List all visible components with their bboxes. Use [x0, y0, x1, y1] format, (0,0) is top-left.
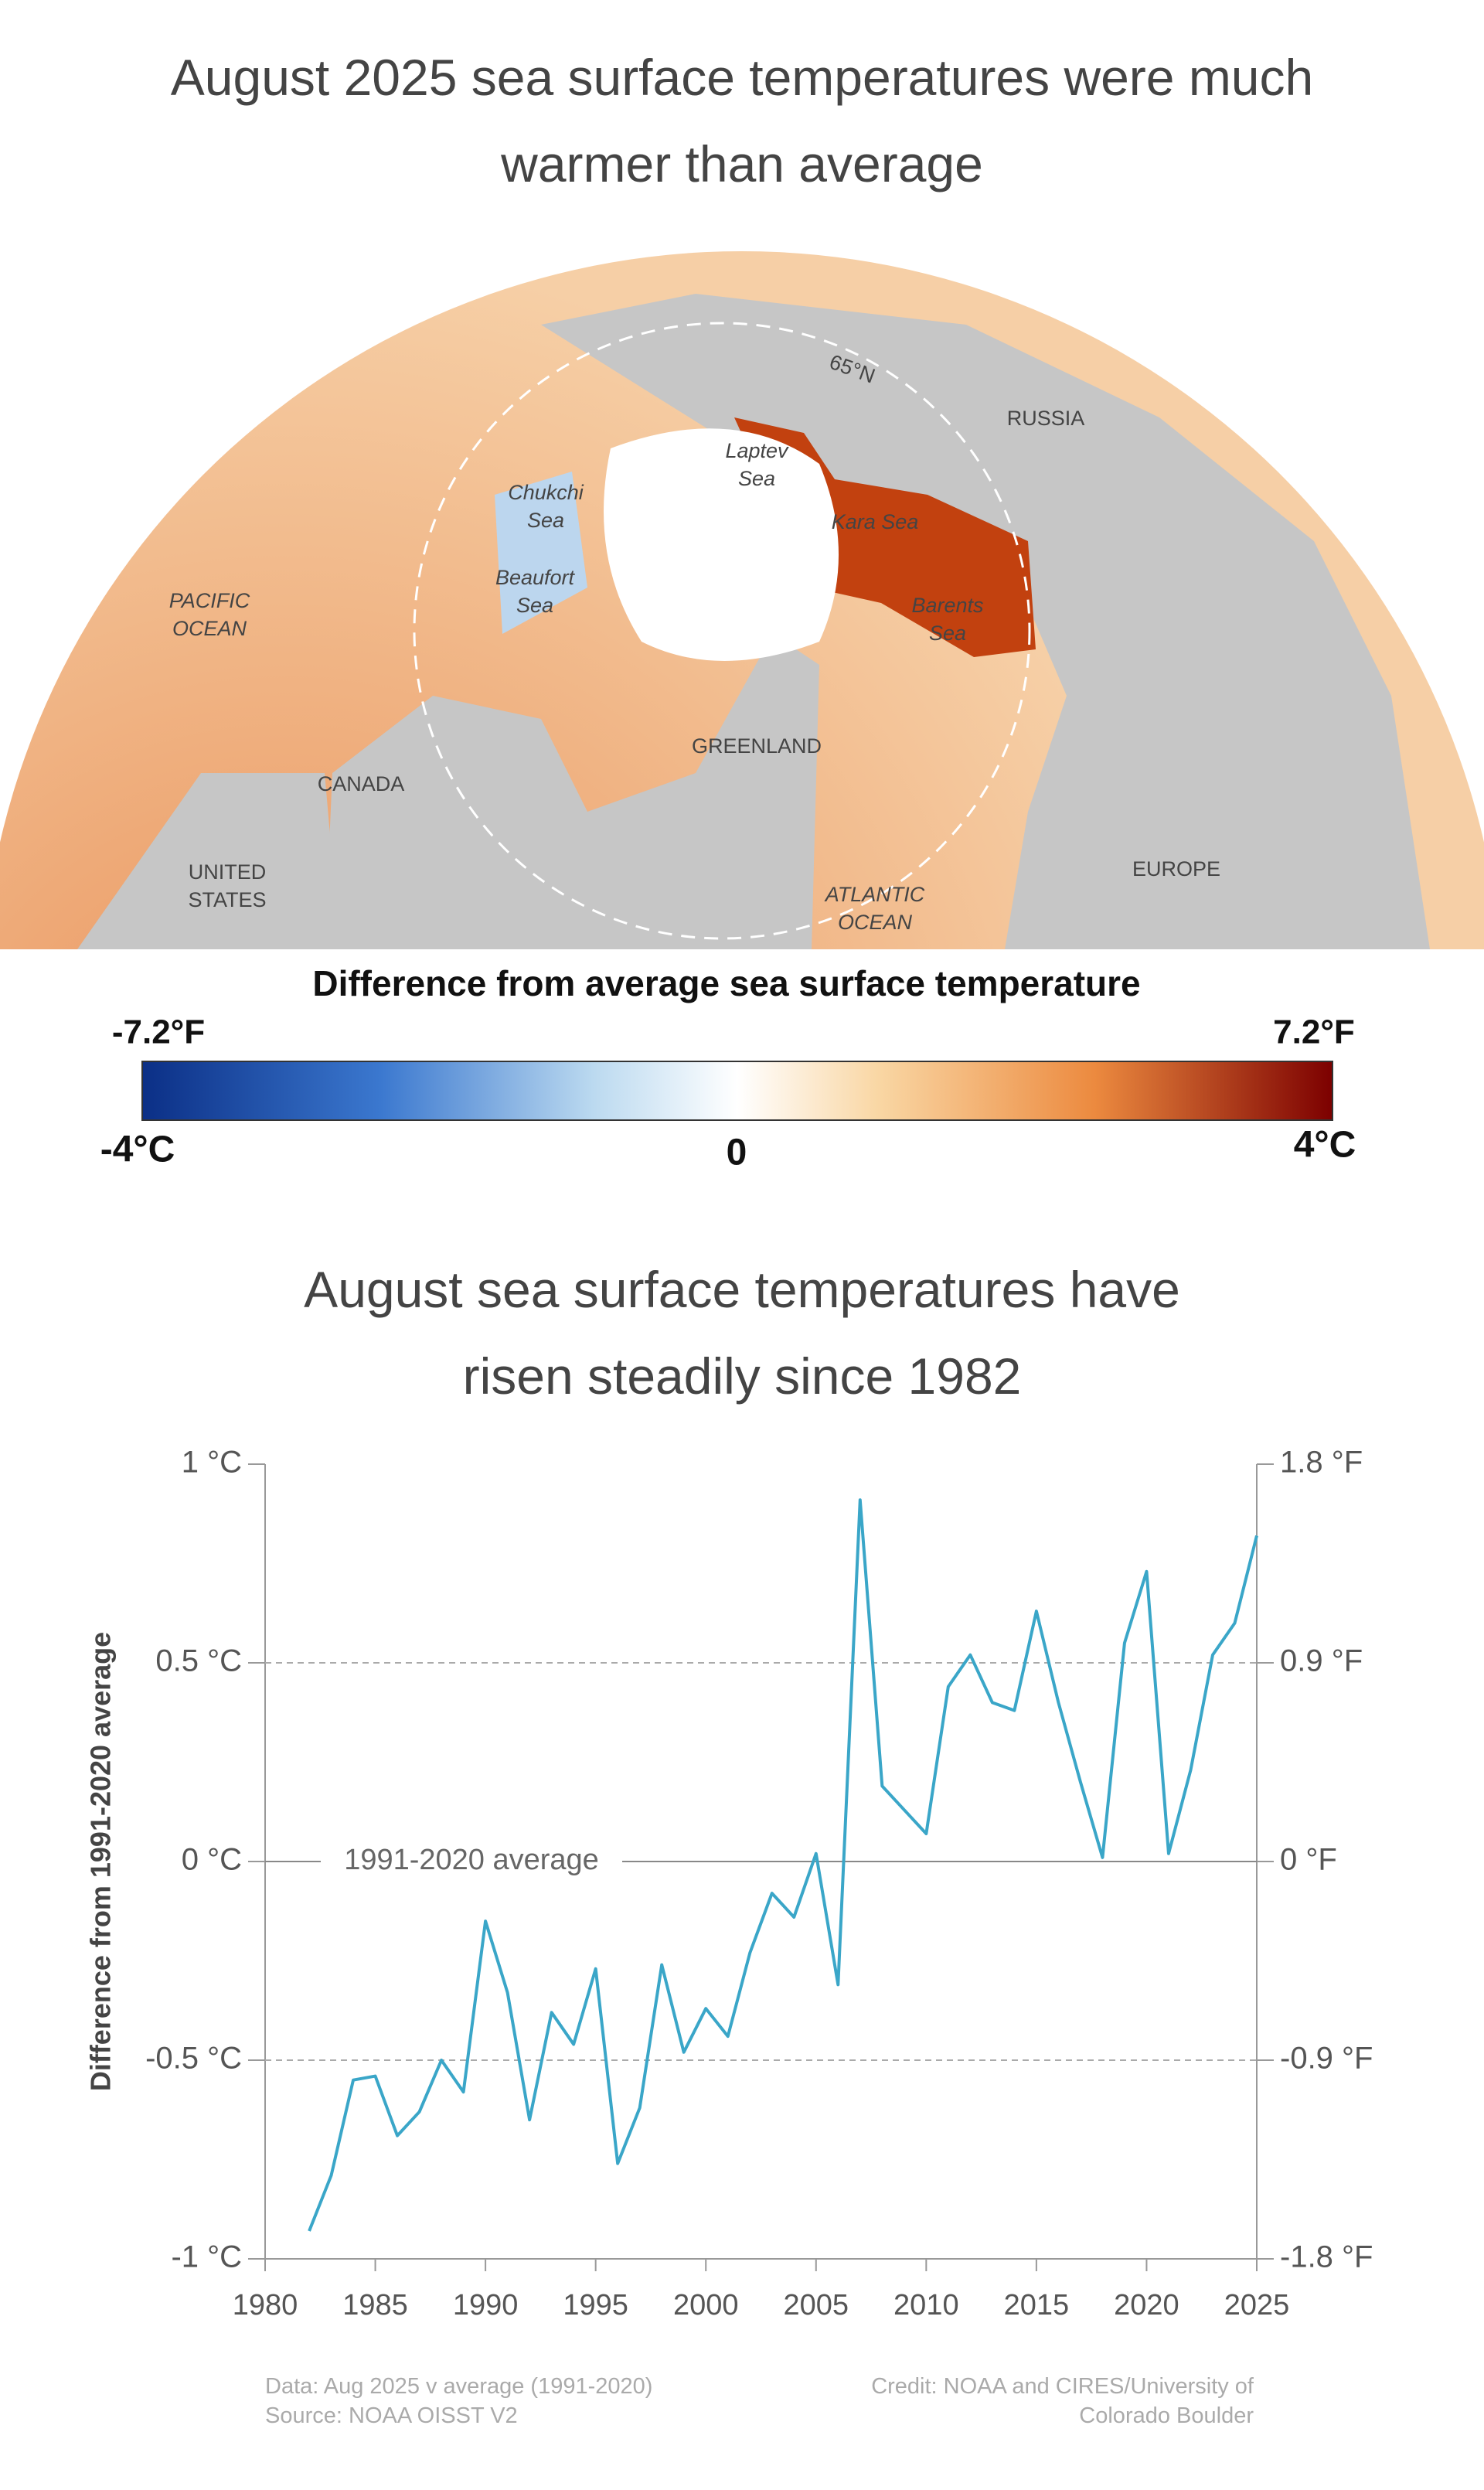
x-tick-label: 1980 — [233, 2289, 298, 2321]
y2-tick-label: -0.9 °F — [1280, 2042, 1373, 2076]
y-axis-label: Difference from 1991-2020 average — [85, 1632, 117, 2091]
footnote: Data: Aug 2025 v average (1991-2020) — [265, 2374, 653, 2399]
map-label: Laptev — [725, 439, 789, 462]
map-label: STATES — [188, 888, 266, 911]
x-tick-label: 2005 — [784, 2289, 849, 2321]
map — [0, 251, 1484, 949]
x-tick-label: 2020 — [1114, 2289, 1179, 2321]
colorbar-label: 7.2°F — [1273, 1013, 1355, 1051]
map-label: Sea — [738, 467, 775, 490]
colorbar-label: -4°C — [100, 1129, 175, 1170]
footnote: Credit: NOAA and CIRES/University of Col… — [871, 2374, 1254, 2428]
map-label: OCEAN — [172, 617, 247, 640]
land-us — [77, 773, 340, 949]
x-tick-label: 2015 — [1004, 2289, 1070, 2321]
map-label: GREENLAND — [692, 734, 822, 758]
y-tick-label: -0.5 °C — [145, 2042, 242, 2076]
cool-beaufort — [495, 472, 587, 634]
map-label: Chukchi — [508, 481, 584, 504]
x-tick-label: 2025 — [1224, 2289, 1290, 2321]
y2-tick-label: 0.9 °F — [1280, 1644, 1363, 1678]
y-tick-label: 1 °C — [182, 1446, 242, 1480]
x-tick-label: 2010 — [893, 2289, 959, 2321]
x-tick-label: 1995 — [563, 2289, 628, 2321]
chart-title: August sea surface temperatures have ris… — [304, 1261, 1180, 1405]
y2-tick-label: 0 °F — [1280, 1843, 1337, 1877]
map-label: UNITED — [189, 860, 267, 884]
y-tick-label: 0.5 °C — [155, 1644, 242, 1678]
x-tick-label: 1985 — [342, 2289, 408, 2321]
x-tick-label: 1990 — [453, 2289, 519, 2321]
data-line — [308, 1498, 1258, 2232]
map-label: Sea — [929, 622, 966, 645]
land-canada-greenland — [325, 634, 819, 949]
y-tick-label: 0 °C — [182, 1843, 242, 1877]
annotation-bg — [321, 1841, 622, 1882]
colorbar — [141, 1061, 1333, 1121]
footnote: Source: NOAA OISST V2 — [265, 2403, 518, 2428]
map-label: Beaufort — [495, 566, 576, 589]
map-label: ATLANTIC — [824, 883, 925, 906]
map-label: EUROPE — [1132, 857, 1220, 881]
annotation: 1991-2020 average — [344, 1844, 599, 1876]
y2-tick-label: 1.8 °F — [1280, 1446, 1363, 1480]
map-label: RUSSIA — [1007, 407, 1085, 430]
x-tick-label: 2000 — [673, 2289, 739, 2321]
map-label: Kara Sea — [832, 510, 919, 533]
colorbar-label: -7.2°F — [112, 1013, 205, 1051]
map-label: PACIFIC — [169, 589, 250, 612]
sea-ice — [604, 428, 839, 661]
map-label: CANADA — [318, 772, 405, 795]
page-title: August 2025 sea surface temperatures wer… — [170, 49, 1314, 192]
latitude-circle — [413, 322, 1031, 940]
colorbar-title: Difference from average sea surface temp… — [312, 963, 1140, 1003]
map-label: Sea — [516, 594, 553, 617]
map-label: Barents — [911, 594, 983, 617]
y2-tick-label: -1.8 °F — [1280, 2240, 1373, 2274]
map-label: Sea — [527, 509, 564, 532]
colorbar-label: 0 — [727, 1133, 747, 1173]
colorbar-label: 4°C — [1294, 1125, 1356, 1166]
map-label: OCEAN — [838, 911, 913, 934]
y-tick-label: -1 °C — [171, 2240, 242, 2274]
